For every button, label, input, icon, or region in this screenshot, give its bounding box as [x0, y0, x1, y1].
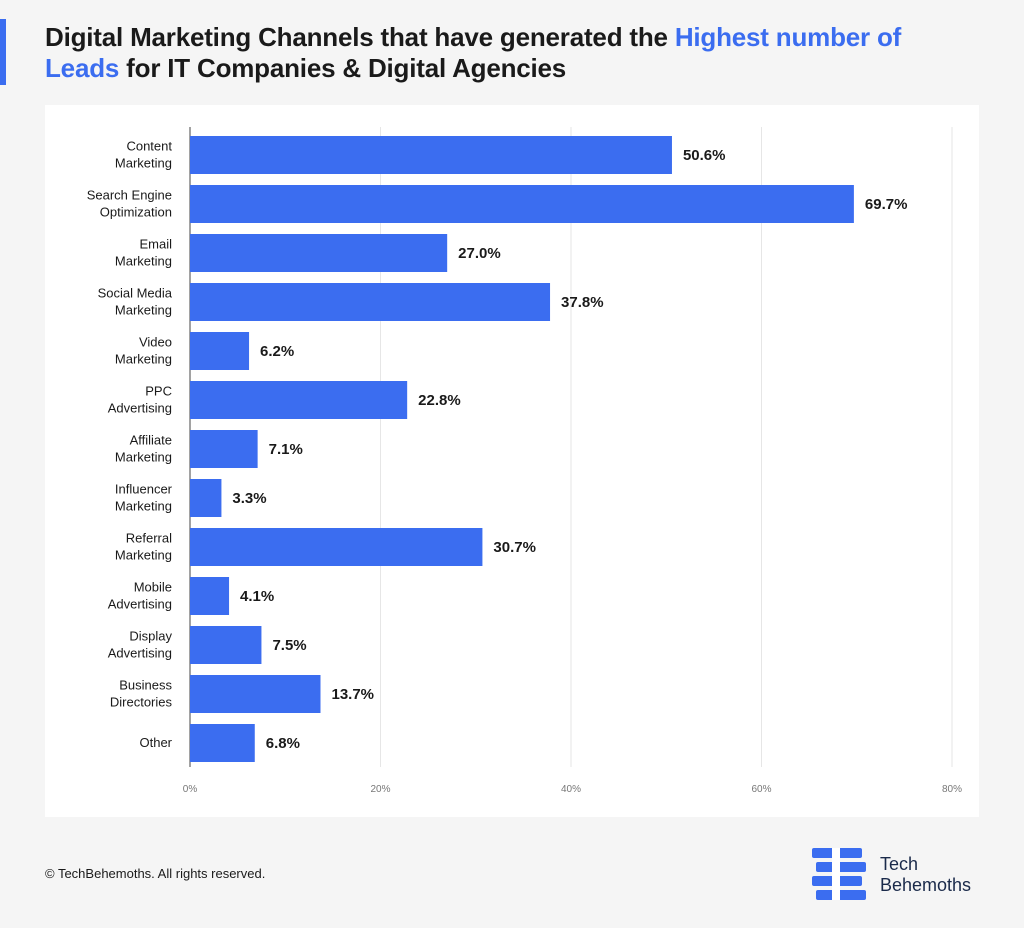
value-label: 7.5% [272, 637, 306, 654]
category-label: Mobile Advertising [108, 580, 172, 612]
value-label: 4.1% [240, 588, 274, 605]
category-label: Email Marketing [115, 237, 172, 269]
accent-bar [0, 19, 6, 85]
value-label: 69.7% [865, 196, 908, 213]
bar [190, 528, 483, 566]
bar [190, 185, 854, 223]
bar [190, 675, 321, 713]
brand-line-1: Tech [880, 854, 919, 874]
brand-name: Tech Behemoths [880, 854, 971, 896]
copyright-text: © TechBehemoths. All rights reserved. [45, 866, 266, 881]
category-label: Other [139, 735, 172, 750]
title-highlight: Highest number of Leads [45, 22, 902, 83]
value-label: 7.1% [269, 441, 303, 458]
value-label: 3.3% [232, 490, 266, 507]
x-tick-label: 60% [751, 784, 771, 795]
category-label: Video Marketing [115, 335, 172, 367]
category-label: Influencer Marketing [115, 482, 173, 514]
bar [190, 479, 222, 517]
bar [190, 136, 672, 174]
category-label: PPC Advertising [108, 384, 172, 416]
brand-line-2: Behemoths [880, 875, 972, 895]
category-label: Search Engine Optimization [87, 188, 172, 220]
category-label: Content Marketing [115, 139, 172, 171]
brand: Tech Behemoths [812, 846, 992, 906]
page-title: Digital Marketing Channels that have gen… [45, 22, 945, 84]
category-label: Display Advertising [108, 629, 173, 661]
chart-card: Content Marketing 50.6% Search Engine Optimi… [45, 105, 979, 817]
x-tick-label: 40% [561, 784, 581, 795]
value-label: 37.8% [561, 294, 604, 311]
bar-chart: Content Marketing 50.6% Search Engine Optimi… [87, 127, 962, 795]
category-label: Referral Marketing [115, 531, 172, 563]
category-label: Business Directories [110, 678, 173, 710]
value-label: 50.6% [683, 147, 726, 164]
value-label: 6.2% [260, 343, 294, 360]
value-label: 30.7% [493, 539, 536, 556]
value-label: 13.7% [331, 686, 374, 703]
x-tick-label: 20% [370, 784, 390, 795]
techbehemoths-logo-icon [812, 848, 866, 900]
value-label: 6.8% [266, 735, 300, 752]
category-label: Affiliate Marketing [115, 433, 172, 465]
bar [190, 283, 551, 321]
value-label: 22.8% [418, 392, 461, 409]
bar [190, 626, 262, 664]
x-tick-label: 0% [183, 784, 198, 795]
bar [190, 381, 408, 419]
category-label: Social Media Marketing [98, 286, 173, 318]
title-part-1: Digital Marketing Channels that have gen… [45, 22, 675, 52]
bar [190, 332, 250, 370]
bar [190, 577, 230, 615]
value-label: 27.0% [458, 245, 501, 262]
bar [190, 724, 255, 762]
x-tick-label: 80% [942, 784, 962, 795]
bar [190, 430, 258, 468]
title-part-2: for IT Companies & Digital Agencies [119, 53, 567, 83]
bar [190, 234, 448, 272]
